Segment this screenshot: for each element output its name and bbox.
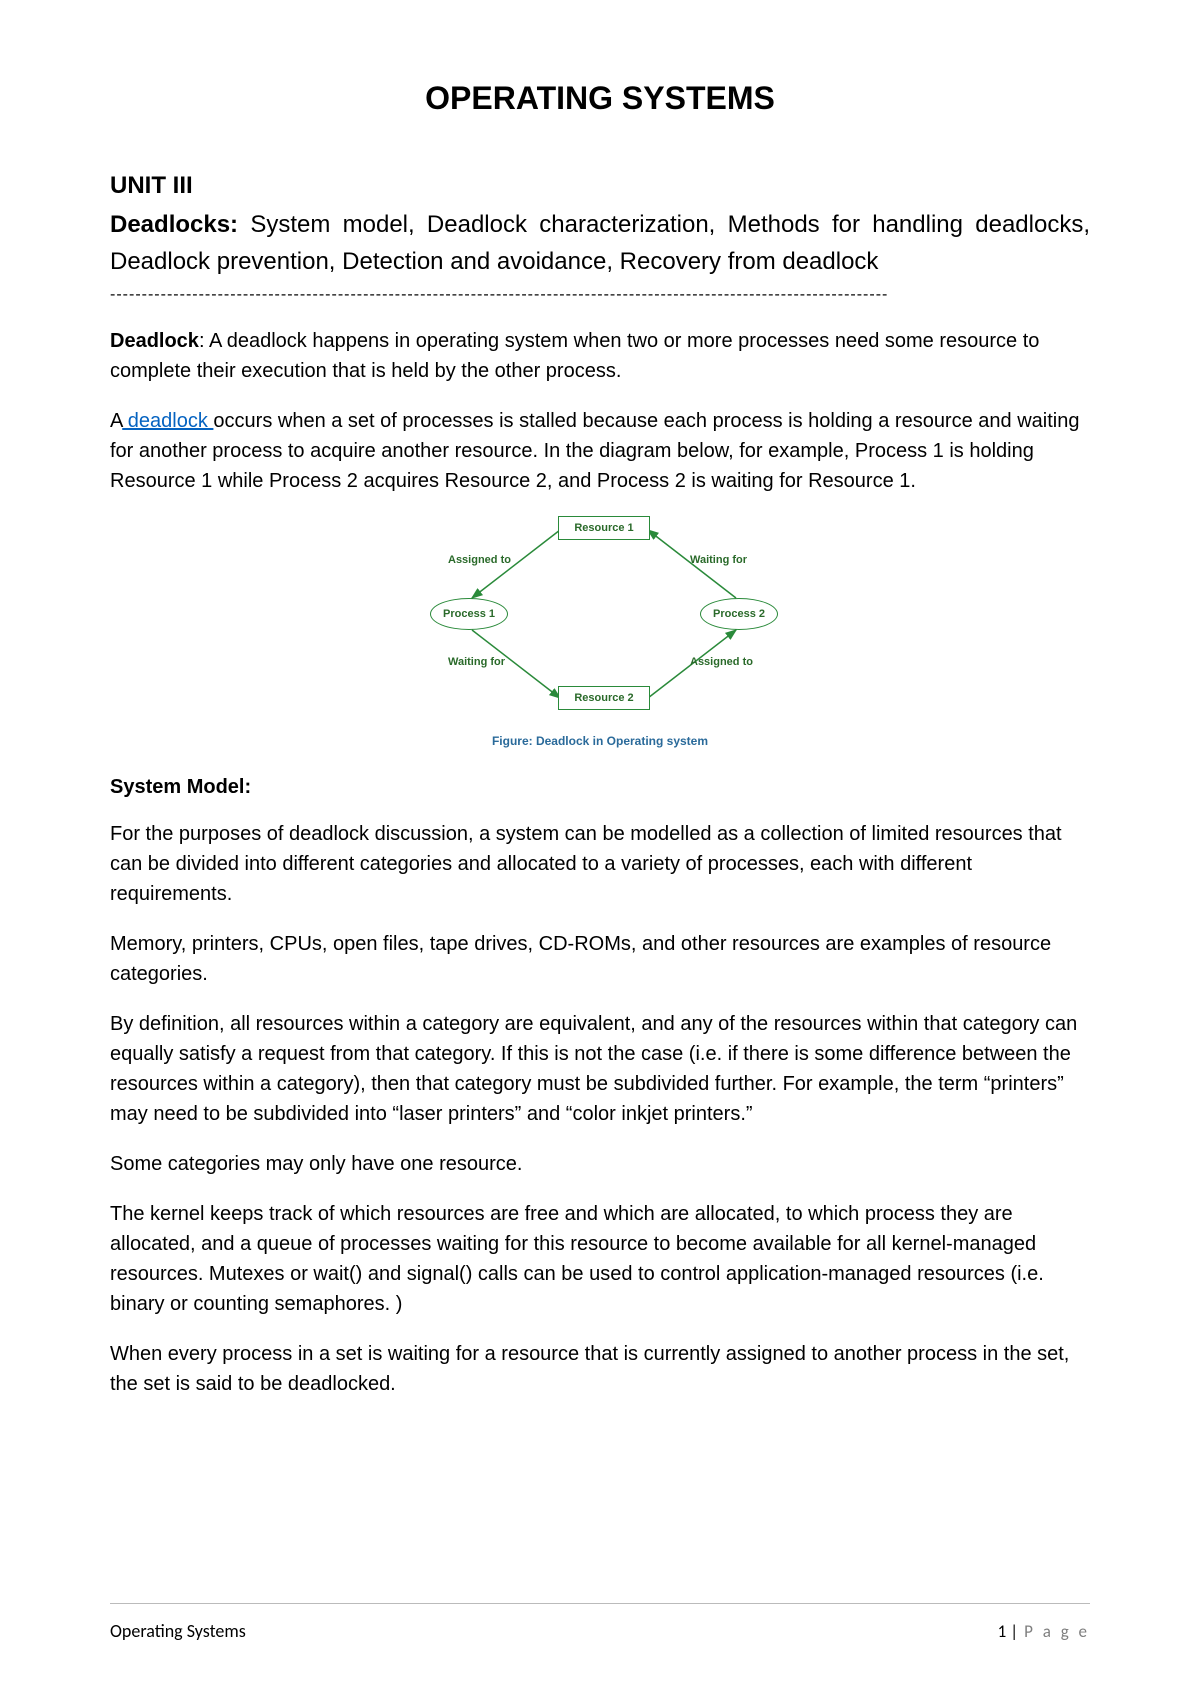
page-footer: Operating Systems 1| P a g e [0,1603,1200,1697]
intro-bold: Deadlocks: [110,211,238,238]
edge-label-waiting-1: Waiting for [448,656,505,668]
syllabus-intro: Deadlocks: System model, Deadlock charac… [110,206,1090,280]
def-text: : A deadlock happens in operating system… [110,330,1039,382]
sm-para-4: Some categories may only have one resour… [110,1149,1090,1179]
footer-page-number: 1| P a g e [998,1621,1090,1642]
footer-rule [110,1603,1090,1604]
divider-dashes: ----------------------------------------… [110,286,1090,304]
unit-heading: UNIT III [110,172,1090,200]
p2-post: occurs when a set of processes is stalle… [110,410,1079,492]
sm-para-1: For the purposes of deadlock discussion,… [110,819,1090,909]
page-bar: | [1010,1621,1018,1642]
sm-para-6: When every process in a set is waiting f… [110,1339,1090,1399]
sm-para-2: Memory, printers, CPUs, open files, tape… [110,929,1090,989]
edge-label-assigned-1: Assigned to [448,554,511,566]
figure-caption: Figure: Deadlock in Operating system [492,734,708,748]
def-term: Deadlock [110,330,199,352]
deadlock-link[interactable]: deadlock [122,410,213,432]
edge-label-waiting-2: Waiting for [690,554,747,566]
resource-1-node: Resource 1 [558,516,650,540]
deadlock-definition: Deadlock: A deadlock happens in operatin… [110,326,1090,386]
footer-left-text: Operating Systems [110,1620,246,1642]
page-label: P a g e [1024,1621,1090,1642]
page-title: OPERATING SYSTEMS [110,80,1090,117]
intro-text: System model, Deadlock characterization,… [110,211,1090,275]
deadlock-explanation: A deadlock occurs when a set of processe… [110,406,1090,496]
edge-label-assigned-2: Assigned to [690,656,753,668]
sm-para-3: By definition, all resources within a ca… [110,1009,1090,1129]
page-num: 1 [998,1621,1007,1642]
sm-para-5: The kernel keeps track of which resource… [110,1199,1090,1319]
deadlock-diagram: Resource 1 Resource 2 Process 1 Process … [110,516,1090,748]
p2-pre: A [110,410,122,432]
system-model-heading: System Model: [110,776,1090,799]
resource-2-node: Resource 2 [558,686,650,710]
